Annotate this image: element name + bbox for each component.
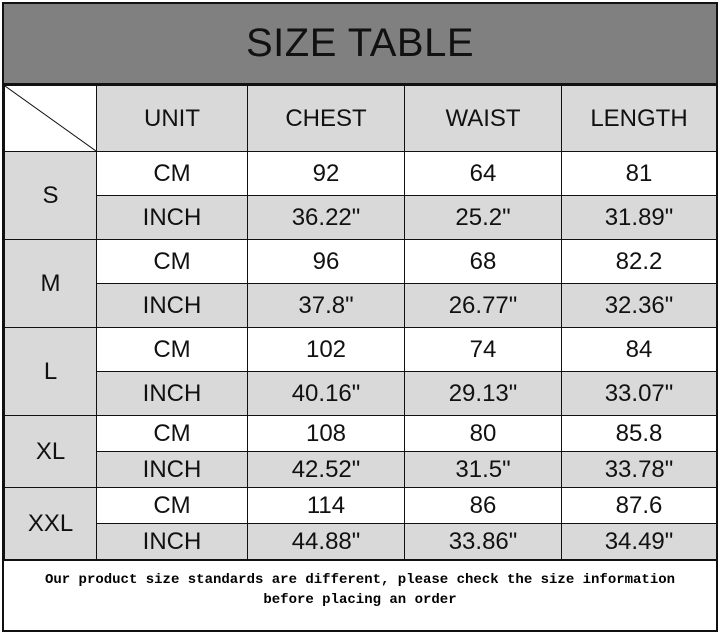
- chest-cell: 114: [247, 487, 405, 524]
- size-label: XL: [4, 415, 97, 488]
- size-label: XXL: [4, 487, 97, 560]
- header-waist: WAIST: [404, 85, 562, 152]
- waist-cell: 29.13": [404, 371, 562, 416]
- note-line-1: Our product size standards are different…: [44, 572, 676, 588]
- waist-cell: 25.2": [404, 195, 562, 240]
- chest-cell: 96: [247, 239, 405, 284]
- table-row: INCH 37.8" 26.77" 32.36": [5, 283, 717, 328]
- size-label: M: [4, 239, 97, 328]
- table-row: INCH 40.16" 29.13" 33.07": [5, 371, 717, 416]
- waist-cell: 64: [404, 151, 562, 196]
- header-unit: UNIT: [96, 85, 248, 152]
- header-length: LENGTH: [561, 85, 717, 152]
- size-label: S: [4, 151, 97, 240]
- size-grid: UNIT CHEST WAIST LENGTH S CM 92 64 81 INCH 36.…: [4, 85, 717, 560]
- unit-cell: INCH: [96, 195, 248, 240]
- chest-cell: 102: [247, 327, 405, 372]
- chest-cell: 37.8": [247, 283, 405, 328]
- corner-cell: [4, 85, 97, 152]
- waist-cell: 26.77": [404, 283, 562, 328]
- length-cell: 84: [561, 327, 717, 372]
- length-cell: 32.36": [561, 283, 717, 328]
- table-row: INCH 42.52" 31.5" 33.78": [5, 451, 717, 488]
- chest-cell: 108: [247, 415, 405, 452]
- unit-cell: INCH: [96, 371, 248, 416]
- table-row: INCH 44.88" 33.86" 34.49": [5, 523, 717, 560]
- header-chest: CHEST: [247, 85, 405, 152]
- unit-cell: CM: [96, 327, 248, 372]
- table-row: L CM 102 74 84: [4, 327, 717, 416]
- unit-cell: CM: [96, 415, 248, 452]
- waist-cell: 31.5": [404, 451, 562, 488]
- chest-cell: 42.52": [247, 451, 405, 488]
- diagonal-line: [5, 86, 96, 151]
- header-row: UNIT CHEST WAIST LENGTH: [4, 85, 717, 152]
- length-cell: 82.2: [561, 239, 717, 284]
- waist-cell: 74: [404, 327, 562, 372]
- length-cell: 33.78": [561, 451, 717, 488]
- unit-cell: INCH: [96, 451, 248, 488]
- chest-cell: 40.16": [247, 371, 405, 416]
- length-cell: 87.6: [561, 487, 717, 524]
- length-cell: 31.89": [561, 195, 717, 240]
- waist-cell: 80: [404, 415, 562, 452]
- length-cell: 34.49": [561, 523, 717, 560]
- length-cell: 81: [561, 151, 717, 196]
- length-cell: 33.07": [561, 371, 717, 416]
- table-row: M CM 96 68 82.2: [4, 239, 717, 328]
- table-row: XXL CM 114 86 87.6: [4, 487, 717, 560]
- table-title: SIZE TABLE: [4, 4, 716, 85]
- table-row: INCH 36.22" 25.2" 31.89": [5, 195, 717, 240]
- chest-cell: 36.22": [247, 195, 405, 240]
- chest-cell: 92: [247, 151, 405, 196]
- chest-cell: 44.88": [247, 523, 405, 560]
- waist-cell: 68: [404, 239, 562, 284]
- waist-cell: 33.86": [404, 523, 562, 560]
- unit-cell: CM: [96, 487, 248, 524]
- unit-cell: INCH: [96, 523, 248, 560]
- table-row: S CM 92 64 81: [4, 151, 717, 240]
- waist-cell: 86: [404, 487, 562, 524]
- unit-cell: INCH: [96, 283, 248, 328]
- unit-cell: CM: [96, 239, 248, 284]
- length-cell: 85.8: [561, 415, 717, 452]
- note-line-2: before placing an order: [263, 592, 457, 608]
- unit-cell: CM: [96, 151, 248, 196]
- size-note: Our product size standards are different…: [4, 560, 716, 630]
- table-row: XL CM 108 80 85.8: [4, 415, 717, 488]
- size-label: L: [4, 327, 97, 416]
